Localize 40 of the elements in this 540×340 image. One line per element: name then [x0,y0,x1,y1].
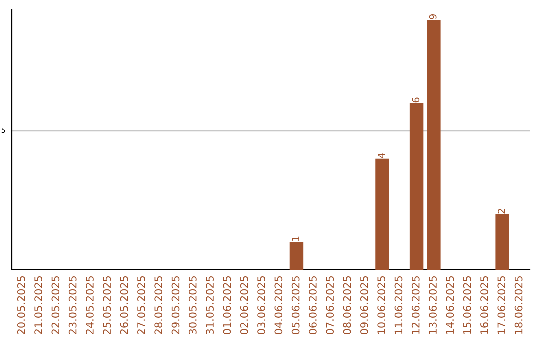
x-tick-label: 11.06.2025 [394,276,403,334]
data-label: 4 [378,153,386,158]
x-tick-label: 17.06.2025 [498,276,506,334]
x-tick-label: 12.06.2025 [412,276,420,334]
x-tick-label: 07.06.2025 [326,276,334,335]
data-label: 1 [292,236,300,242]
x-tick-label: 10.06.2025 [378,276,386,334]
x-tick-label: 14.06.2025 [446,276,454,334]
x-tick-label: 06.06.2025 [309,276,317,335]
x-tick-label: 13.06.2025 [429,276,437,334]
x-tick-label: 09.06.2025 [360,276,368,335]
bar [376,158,390,270]
x-tick-label: 21.05.2025 [34,276,42,334]
x-tick-label: 18.06.2025 [514,276,523,334]
x-tick-label: 02.06.2025 [240,276,248,335]
x-tick-label: 24.05.2025 [86,276,94,334]
x-tick-label: 29.05.2025 [172,276,180,334]
x-tick-label: 16.06.2025 [480,276,488,334]
bar [427,20,441,270]
x-tick-label: 04.06.2025 [274,276,283,335]
x-tick-label: 15.06.2025 [463,276,472,334]
x-tick-label: 05.06.2025 [292,276,300,335]
x-tick-label: 20.05.2025 [17,276,26,334]
x-tick-label: 31.05.2025 [206,276,214,334]
x-tick-label: 25.05.2025 [103,276,112,334]
bar [290,242,304,270]
data-label: 9 [429,14,437,20]
x-tick-label: 08.06.2025 [343,276,352,335]
x-tick-label: 28.05.2025 [154,276,163,334]
x-tick-label: 26.05.2025 [120,276,128,334]
x-tick-label: 27.05.2025 [138,276,146,334]
data-label: 2 [498,209,506,214]
x-tick-label: 03.06.2025 [258,276,266,335]
bar [496,214,510,270]
x-tick-label: 01.06.2025 [223,276,232,335]
x-tick-label: 22.05.2025 [52,276,60,334]
x-tick-label: 30.05.2025 [188,276,197,334]
data-label: 6 [412,98,420,103]
x-tick-label: 23.05.2025 [68,276,77,334]
bar [410,103,424,270]
